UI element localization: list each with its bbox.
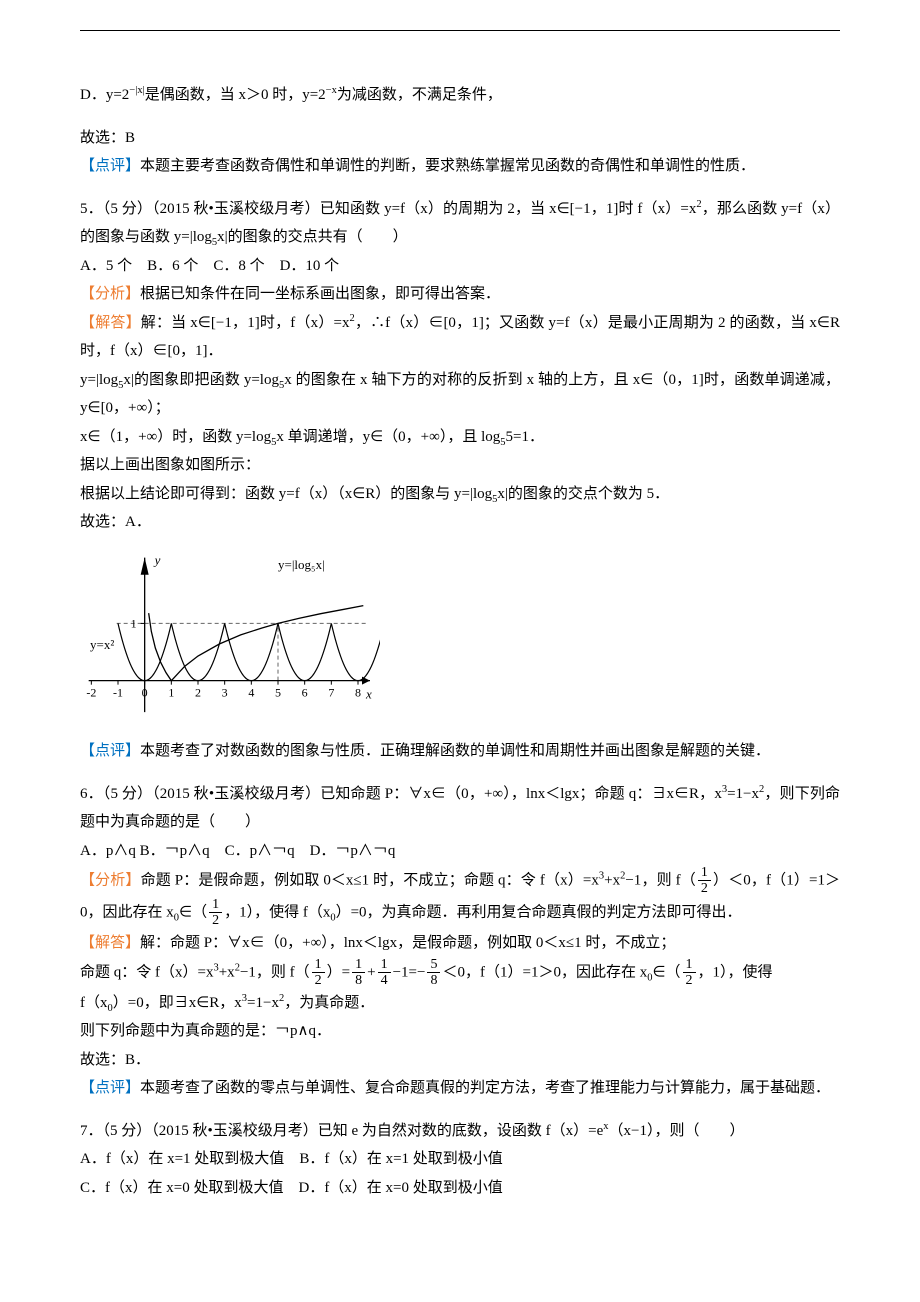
q4-comment: 【点评】本题主要考查函数奇偶性和单调性的判断，要求熟练掌握常见函数的奇偶性和单调… bbox=[80, 152, 840, 181]
analysis-tag: 【分析】 bbox=[80, 872, 141, 888]
comment-tag: 【点评】 bbox=[80, 158, 140, 174]
q5-graph: -2 -1 0 1 2 3 4 5 6 7 8 1 y x y=|log₅x| y=x² bbox=[80, 543, 840, 732]
q6-sol-line4: 则下列命题中为真命题的是：￢p∧q． bbox=[80, 1017, 840, 1046]
q6-sol-line2: 命题 q：令 f（x）=x3+x2−1，则 f（12）=18+14−1=−58＜… bbox=[80, 957, 840, 989]
q6-options: A．p∧q B．￢p∧q C．p∧￢q D．￢p∧￢q bbox=[80, 837, 840, 866]
q5-comment: 【点评】本题考查了对数函数的图象与性质．正确理解函数的单调性和周期性并画出图象是… bbox=[80, 737, 840, 766]
q7-options-row2: C．f（x）在 x=0 处取到极大值 D．f（x）在 x=0 处取到极小值 bbox=[80, 1174, 840, 1203]
comment-tag: 【点评】 bbox=[80, 743, 140, 759]
q5-options: A．5 个 B．6 个 C．8 个 D．10 个 bbox=[80, 252, 840, 281]
svg-text:3: 3 bbox=[222, 685, 228, 699]
q5-sol-line1: 【解答】解：当 x∈[−1，1]时，f（x）=x2，∴f（x）∈[0，1]；又函… bbox=[80, 309, 840, 366]
solution-tag: 【解答】 bbox=[80, 315, 141, 331]
q6-analysis: 【分析】命题 P：是假命题，例如取 0＜x≤1 时，不成立；命题 q：令 f（x… bbox=[80, 865, 840, 929]
svg-text:8: 8 bbox=[355, 685, 361, 699]
svg-text:1: 1 bbox=[131, 616, 137, 630]
q6-comment: 【点评】本题考查了函数的零点与单调性、复合命题真假的判定方法，考查了推理能力与计… bbox=[80, 1074, 840, 1103]
q5-sol-line3: x∈（1，+∞）时，函数 y=log5x 单调递增，y∈（0，+∞），且 log… bbox=[80, 423, 840, 452]
q5-analysis: 【分析】根据已知条件在同一坐标系画出图象，即可得出答案． bbox=[80, 280, 840, 309]
q5-sol-line5: 根据以上结论即可得到：函数 y=f（x）（x∈R）的图象与 y=|log5x|的… bbox=[80, 480, 840, 509]
svg-text:6: 6 bbox=[302, 685, 308, 699]
q4-answer: 故选：B bbox=[80, 124, 840, 153]
q4-option-d: D．y=2−|x|是偶函数，当 x＞0 时，y=2−x为减函数，不满足条件， bbox=[80, 81, 840, 110]
q5-graph-svg: -2 -1 0 1 2 3 4 5 6 7 8 1 y x y=|log₅x| y=x² bbox=[80, 543, 380, 721]
q6-sol-line3: f（x0）=0，即∃x∈R，x3=1−x2，为真命题． bbox=[80, 989, 840, 1018]
svg-text:4: 4 bbox=[248, 685, 254, 699]
top-rule bbox=[80, 30, 840, 31]
svg-text:y=|log₅x|: y=|log₅x| bbox=[278, 557, 325, 572]
solution-tag: 【解答】 bbox=[80, 935, 140, 951]
analysis-tag: 【分析】 bbox=[80, 286, 140, 302]
comment-tag: 【点评】 bbox=[80, 1080, 140, 1096]
svg-text:2: 2 bbox=[195, 685, 201, 699]
svg-text:x: x bbox=[365, 686, 372, 701]
q5-sol-line2: y=|log5x|的图象即把函数 y=log5x 的图象在 x 轴下方的对称的反… bbox=[80, 366, 840, 423]
svg-text:-1: -1 bbox=[113, 685, 123, 699]
svg-text:7: 7 bbox=[328, 685, 334, 699]
svg-text:-2: -2 bbox=[86, 685, 96, 699]
q7-options-row1: A．f（x）在 x=1 处取到极大值 B．f（x）在 x=1 处取到极小值 bbox=[80, 1145, 840, 1174]
q7-stem: 7．（5 分）（2015 秋•玉溪校级月考）已知 e 为自然对数的底数，设函数 … bbox=[80, 1117, 840, 1146]
svg-text:y: y bbox=[153, 552, 161, 567]
svg-text:1: 1 bbox=[168, 685, 174, 699]
svg-text:5: 5 bbox=[275, 685, 281, 699]
svg-text:0: 0 bbox=[142, 685, 148, 699]
q5-sol-line4: 据以上画出图象如图所示： bbox=[80, 451, 840, 480]
q6-answer: 故选：B． bbox=[80, 1046, 840, 1075]
q5-stem: 5．（5 分）（2015 秋•玉溪校级月考）已知函数 y=f（x）的周期为 2，… bbox=[80, 195, 840, 252]
svg-text:y=x²: y=x² bbox=[90, 637, 114, 652]
q6-stem: 6．（5 分）（2015 秋•玉溪校级月考）已知命题 P：∀x∈（0，+∞），l… bbox=[80, 780, 840, 837]
q6-sol-line1: 【解答】解：命题 P：∀x∈（0，+∞），lnx＜lgx，是假命题，例如取 0＜… bbox=[80, 929, 840, 958]
q5-answer: 故选：A． bbox=[80, 508, 840, 537]
